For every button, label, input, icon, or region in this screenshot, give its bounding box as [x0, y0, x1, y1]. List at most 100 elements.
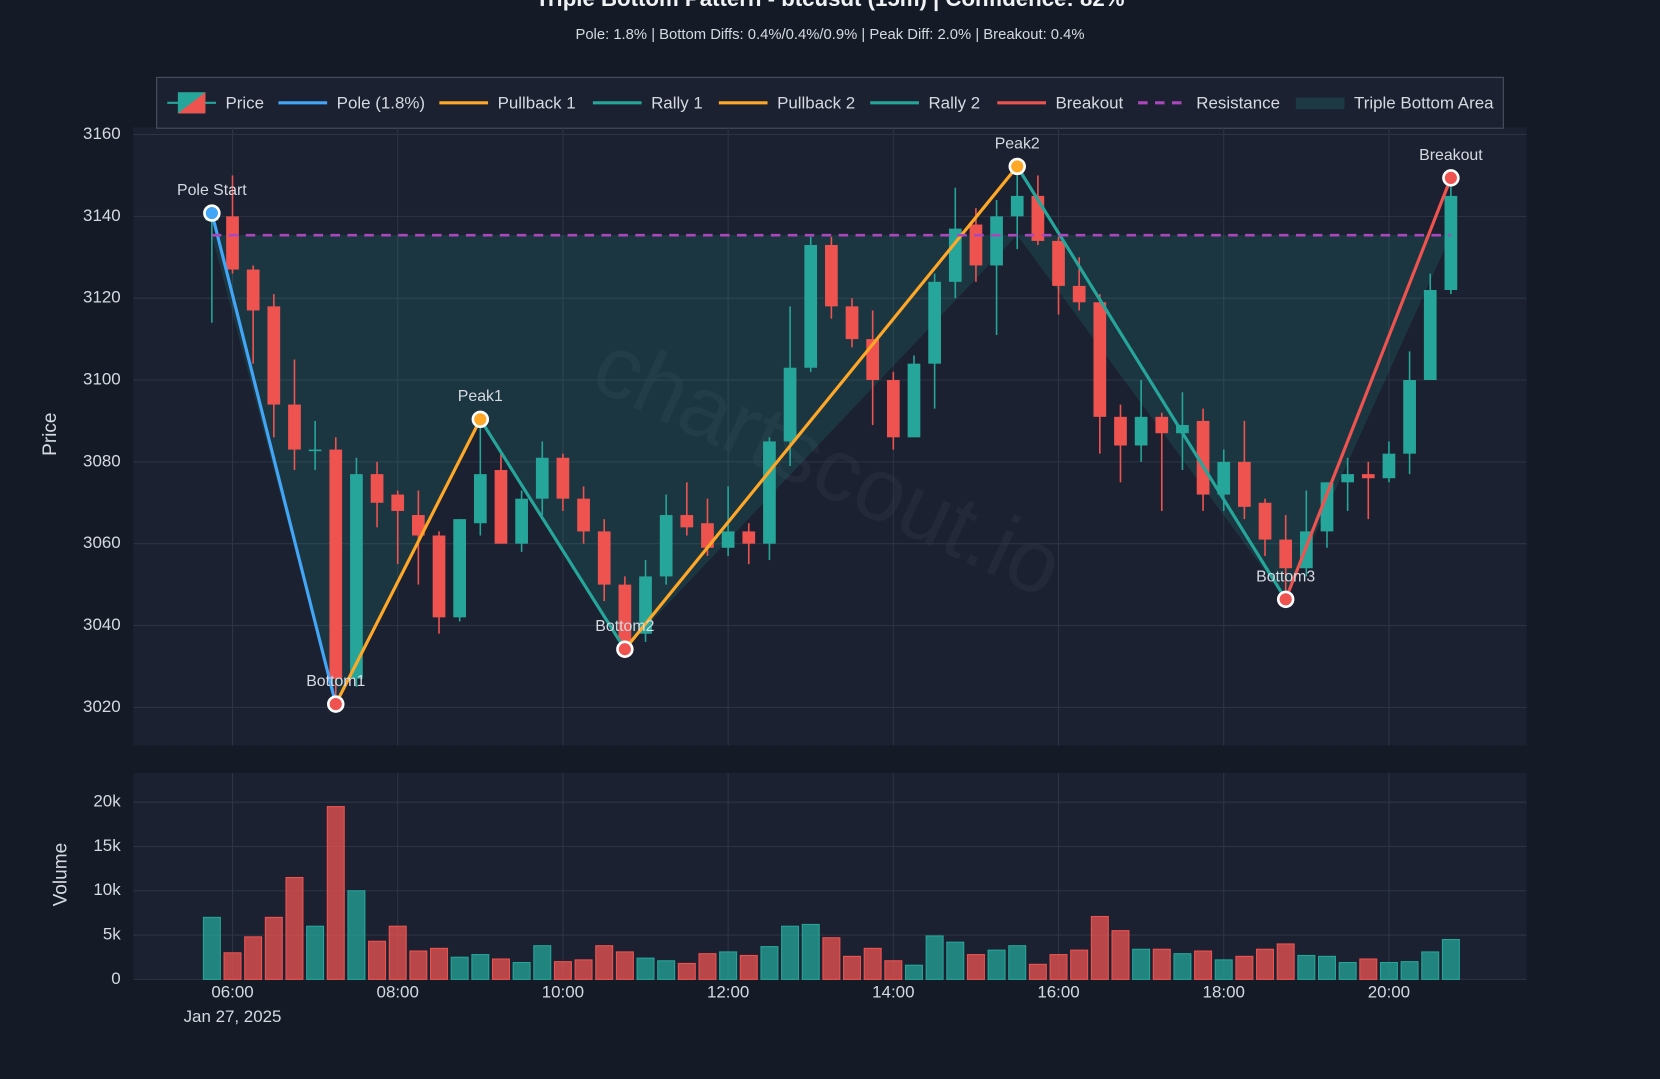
- volume-bar: [1111, 930, 1130, 980]
- pattern-line: [1015, 165, 1288, 601]
- volume-bar: [1441, 938, 1460, 980]
- volume-bar: [512, 962, 531, 980]
- volume-bar: [801, 923, 820, 980]
- volume-bar: [1297, 954, 1316, 980]
- pattern-point: [327, 695, 345, 713]
- volume-bar: [306, 925, 325, 980]
- pattern-line: [478, 418, 627, 651]
- volume-bar: [553, 961, 572, 980]
- volume-bar: [987, 949, 1006, 980]
- volume-bar: [719, 951, 738, 980]
- volume-bar: [884, 960, 903, 980]
- x-tick-label: 08:00: [377, 983, 419, 1002]
- volume-bar: [1338, 962, 1357, 980]
- x-tick-label: 06:00: [211, 983, 253, 1002]
- y-tick-label: 15k: [93, 836, 121, 855]
- volume-bar: [739, 954, 758, 980]
- candle-body: [535, 457, 549, 499]
- y-tick-label: 3160: [83, 124, 121, 143]
- candle-body: [1010, 195, 1024, 217]
- candle-body: [886, 380, 900, 438]
- chart-subtitle: Pole: 1.8% | Bottom Diffs: 0.4%/0.4%/0.9…: [575, 27, 1084, 43]
- legend-label: Resistance: [1196, 93, 1280, 112]
- candle-body: [845, 306, 859, 340]
- legend-label: Pole (1.8%): [337, 93, 425, 112]
- y-tick-label: 3040: [83, 615, 121, 634]
- candle-body: [907, 363, 921, 438]
- volume-bar: [863, 947, 882, 980]
- point-label: Bottom3: [1256, 568, 1315, 585]
- y-tick-label: 3060: [83, 533, 121, 552]
- volume-bar: [368, 940, 387, 980]
- volume-bar: [326, 806, 345, 980]
- candle-body: [267, 306, 281, 405]
- candle-body: [350, 474, 363, 679]
- pattern-line: [210, 212, 338, 705]
- candle-body: [597, 531, 611, 585]
- legend-box: [156, 76, 1504, 129]
- volume-bar: [223, 952, 242, 980]
- volume-bar: [1194, 950, 1213, 980]
- volume-bar: [409, 950, 428, 980]
- candle-body: [494, 470, 508, 544]
- x-tick-label: 16:00: [1037, 983, 1079, 1002]
- legend-label: Breakout: [1055, 93, 1123, 112]
- point-label: Breakout: [1419, 147, 1483, 164]
- y-tick-label: 3100: [83, 369, 121, 388]
- volume-bar: [1256, 948, 1275, 980]
- volume-bar: [1070, 949, 1089, 980]
- legend-label: Pullback 1: [498, 93, 576, 112]
- candle-body: [1341, 474, 1354, 483]
- legend-label: Price: [225, 93, 264, 112]
- volume-bar: [1235, 955, 1254, 980]
- y-tick-label: 0: [111, 969, 120, 988]
- y-tick-label: 5k: [103, 925, 121, 944]
- point-label: Peak2: [995, 135, 1040, 152]
- pattern-line: [623, 165, 1019, 651]
- point-label: Bottom2: [595, 618, 654, 635]
- candle-body: [1444, 195, 1458, 290]
- volume-bar: [285, 876, 304, 980]
- legend-label: Pullback 2: [777, 93, 855, 112]
- candle-body: [721, 531, 735, 548]
- pattern-area: [211, 235, 1451, 705]
- volume-bar: [430, 947, 449, 980]
- candle-body: [453, 519, 467, 618]
- candle-body: [928, 281, 941, 364]
- pattern-point: [1276, 590, 1295, 609]
- volume-bar: [1359, 958, 1378, 980]
- y-axis-title: Volume: [50, 843, 71, 907]
- point-label: Pole Start: [177, 182, 247, 199]
- candle-body: [1114, 416, 1127, 446]
- y-tick-label: 10k: [93, 880, 121, 899]
- volume-bar: [1152, 948, 1171, 980]
- candle-body: [763, 441, 776, 544]
- volume-bar: [1400, 961, 1419, 980]
- candle-body: [370, 474, 384, 503]
- volume-bar: [450, 956, 469, 980]
- volume-bar: [1379, 962, 1398, 980]
- candle-body: [577, 498, 590, 532]
- candle-body: [1361, 474, 1375, 479]
- volume-bar: [677, 962, 696, 980]
- volume-bar: [1028, 963, 1047, 980]
- y-tick-label: 20k: [93, 792, 121, 811]
- y-tick-label: 3120: [83, 288, 121, 307]
- volume-bar: [1173, 953, 1192, 980]
- candle-body: [391, 494, 405, 511]
- candle-body: [1176, 425, 1189, 434]
- candle-body: [1382, 453, 1396, 479]
- x-tick-label: 12:00: [707, 983, 749, 1002]
- volume-bar: [822, 937, 841, 980]
- candle-body: [1072, 285, 1086, 303]
- volume-bar: [1421, 951, 1440, 980]
- volume-bar: [1317, 955, 1336, 980]
- y-tick-label: 3080: [83, 451, 121, 470]
- candle-body: [246, 269, 260, 311]
- legend-label: Rally 1: [651, 93, 703, 112]
- legend-icon: [1295, 97, 1345, 110]
- candle-body: [412, 515, 425, 536]
- candle-body: [556, 457, 570, 499]
- volume-bar: [966, 954, 985, 980]
